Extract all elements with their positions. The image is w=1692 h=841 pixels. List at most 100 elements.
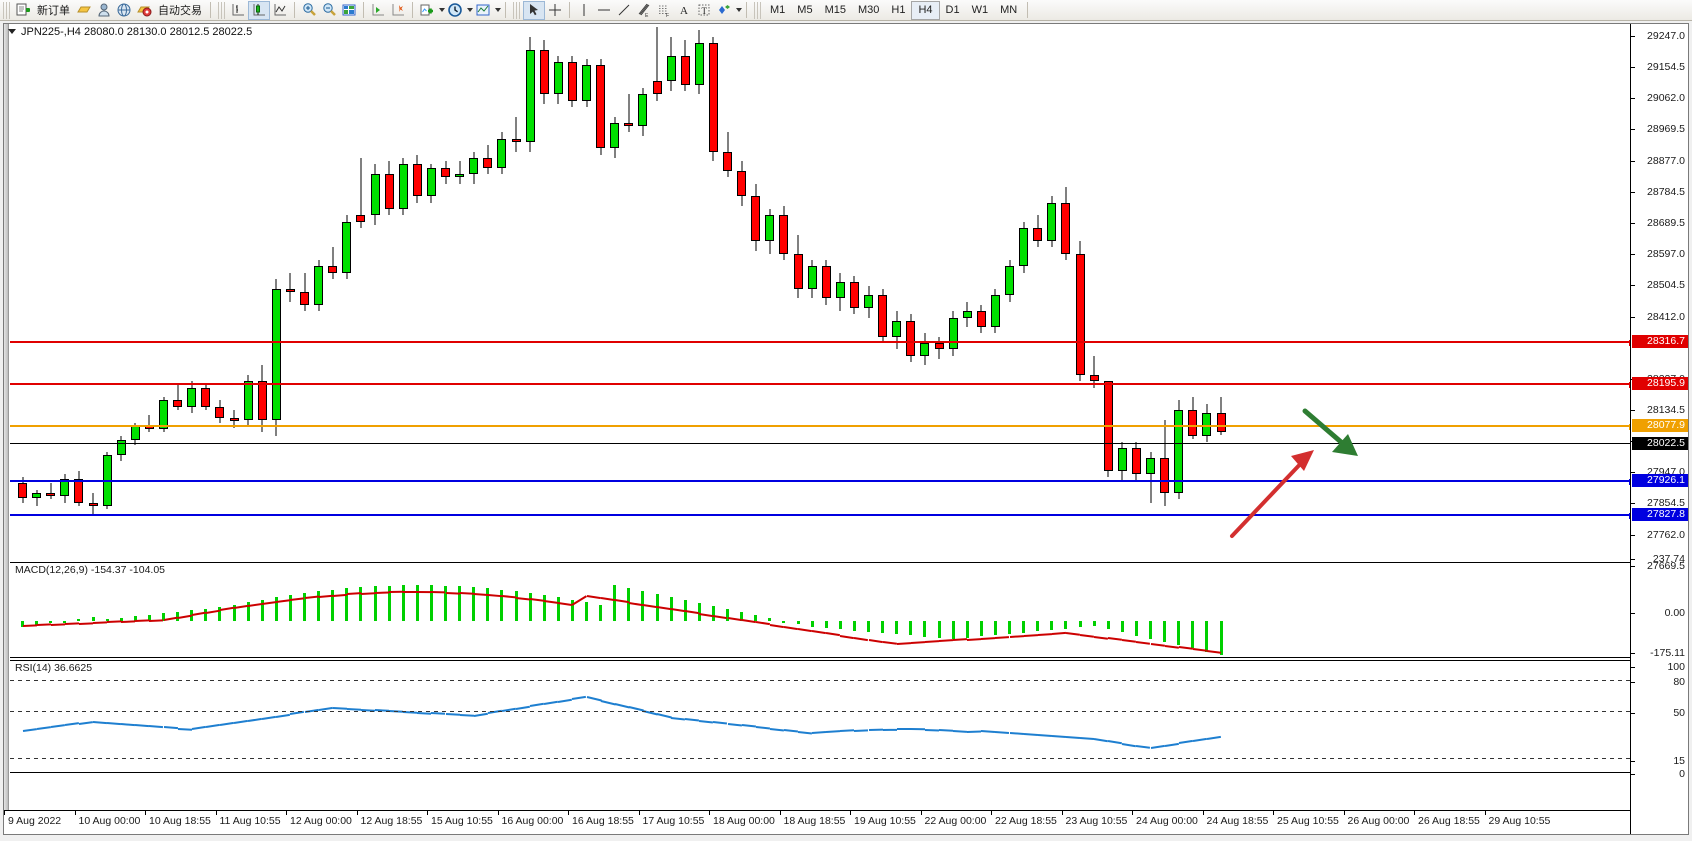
crosshair-icon[interactable] xyxy=(545,1,565,20)
candlestick xyxy=(990,288,1000,334)
rsi-line-segment xyxy=(685,718,700,722)
new-order-icon[interactable] xyxy=(13,1,33,20)
rsi-pane[interactable]: RSI(14) 36.6625 xyxy=(10,660,1630,773)
chart-menu-triangle-icon[interactable] xyxy=(8,29,16,34)
trendline-icon[interactable] xyxy=(614,1,634,20)
macd-signal-segment xyxy=(600,597,615,602)
macd-histogram-bar xyxy=(444,585,447,621)
vline-icon[interactable] xyxy=(574,1,594,20)
level-tag-pivot[interactable]: 28077.9 xyxy=(1632,419,1688,432)
level-line-resistance-1[interactable] xyxy=(10,382,1635,388)
candlestick xyxy=(18,477,27,503)
equidistant-channel-icon[interactable]: E xyxy=(634,1,654,20)
timeframe-m5[interactable]: M5 xyxy=(797,4,813,16)
price-scale[interactable]: 29247.0 29154.5 29062.0 28969.5 28877.0 … xyxy=(1630,24,1688,834)
folder-yellow-icon[interactable] xyxy=(74,1,94,20)
candlestick xyxy=(328,247,338,280)
zoom-in-icon[interactable] xyxy=(299,1,319,20)
rsi-line-segment xyxy=(670,716,686,721)
candle-wick xyxy=(656,27,658,101)
candle-body xyxy=(596,65,606,149)
candlestick-chart-icon[interactable] xyxy=(248,0,270,20)
timeframe-d1[interactable]: D1 xyxy=(945,4,960,16)
autotrading-icon[interactable] xyxy=(134,1,154,20)
candlestick xyxy=(1188,397,1198,439)
candle-body xyxy=(441,167,450,178)
rsi-line-segment xyxy=(783,729,799,733)
time-tick-mark xyxy=(4,811,5,815)
macd-signal-segment xyxy=(22,624,37,627)
level-line-support-2[interactable] xyxy=(10,513,1635,519)
rsi-line-segment xyxy=(233,719,249,724)
candle-body xyxy=(976,311,986,328)
timeframe-w1[interactable]: W1 xyxy=(971,4,989,16)
timeframe-h1[interactable]: H1 xyxy=(891,4,906,16)
level-line-resistance-2[interactable] xyxy=(10,340,1635,346)
level-tag-support-1[interactable]: 27926.1 xyxy=(1632,474,1688,487)
cursor-icon[interactable] xyxy=(523,0,545,20)
rsi-tick: 15 xyxy=(1631,755,1688,767)
time-tick-mark xyxy=(145,811,146,815)
down-arrow-green-icon xyxy=(1302,408,1358,456)
price-pane[interactable] xyxy=(10,24,1635,560)
period-clock-icon[interactable] xyxy=(445,1,465,20)
shift-start-icon[interactable] xyxy=(368,1,388,20)
timeframe-m1[interactable]: M1 xyxy=(770,4,786,16)
candlestick xyxy=(342,215,352,280)
level-tag-resistance-1[interactable]: 28195.9 xyxy=(1632,377,1688,390)
level-line-support-1[interactable] xyxy=(10,479,1635,485)
timeframe-mn[interactable]: MN xyxy=(1000,4,1018,16)
candle-body xyxy=(271,288,281,420)
period-dropdown-icon[interactable] xyxy=(467,8,473,12)
timeframe-h4[interactable]: H4 xyxy=(911,0,940,20)
autotrading-label[interactable]: 自动交易 xyxy=(158,5,202,17)
text-label-icon[interactable]: T xyxy=(694,1,714,20)
candle-body xyxy=(342,221,352,273)
rsi-line-segment xyxy=(868,728,883,731)
chart-window[interactable]: JPN225-,H4 28080.0 28130.0 28012.5 28022… xyxy=(3,23,1689,835)
level-tag-support-2[interactable]: 27827.8 xyxy=(1632,508,1688,521)
rsi-line-segment xyxy=(1178,740,1193,745)
level-tag-resistance-2[interactable]: 28316.7 xyxy=(1632,335,1688,348)
macd-histogram-bar xyxy=(810,621,814,627)
macd-pane[interactable]: MACD(12,26,9) -154.37 -104.05 xyxy=(10,562,1630,658)
toolbar-grip[interactable] xyxy=(3,1,10,19)
templates-icon[interactable] xyxy=(473,1,493,20)
add-indicator-icon[interactable] xyxy=(417,1,437,20)
tile-windows-icon[interactable] xyxy=(339,1,359,20)
macd-histogram-bar xyxy=(91,617,95,621)
candle-body xyxy=(1019,228,1029,267)
macd-histogram-bar xyxy=(881,621,885,633)
rsi-line-segment xyxy=(1079,737,1095,741)
network-icon[interactable] xyxy=(114,1,134,20)
templates-dropdown-icon[interactable] xyxy=(495,8,501,12)
add-indicator-dropdown-icon[interactable] xyxy=(439,8,445,12)
fibonacci-icon[interactable]: F xyxy=(654,1,674,20)
rsi-line-segment xyxy=(572,696,587,701)
chart-vertical-scrollbar[interactable] xyxy=(4,24,9,834)
time-tick-mark xyxy=(850,811,851,815)
new-order-label[interactable]: 新订单 xyxy=(37,5,70,17)
level-line-pivot[interactable] xyxy=(10,424,1635,430)
bar-chart-icon[interactable] xyxy=(228,1,248,20)
time-axis[interactable]: 9 Aug 2022 10 Aug 00:00 10 Aug 18:55 11 Aug… xyxy=(4,810,1688,834)
shift-end-icon[interactable] xyxy=(388,1,408,20)
profile-icon[interactable] xyxy=(94,1,114,20)
zoom-out-icon[interactable] xyxy=(319,1,339,20)
hline-icon[interactable] xyxy=(594,1,614,20)
toolbar-grip-3[interactable] xyxy=(513,1,520,19)
toolbar-grip-2[interactable] xyxy=(218,1,225,19)
line-chart-icon[interactable] xyxy=(270,1,290,20)
candlestick xyxy=(1005,260,1014,302)
candle-body xyxy=(934,343,944,350)
candle-body xyxy=(1146,457,1155,474)
timeframe-m15[interactable]: M15 xyxy=(824,4,846,16)
text-icon[interactable]: A xyxy=(674,1,694,20)
rsi-line-segment xyxy=(247,717,263,722)
timeframe-m30[interactable]: M30 xyxy=(857,4,880,16)
toolbar-grip-4[interactable] xyxy=(754,1,761,19)
candle-wick xyxy=(148,414,150,433)
shapes-dropdown-icon[interactable] xyxy=(736,8,742,12)
level-tag-current-price[interactable]: 28022.5 xyxy=(1632,437,1688,450)
shapes-icon[interactable] xyxy=(714,1,734,20)
